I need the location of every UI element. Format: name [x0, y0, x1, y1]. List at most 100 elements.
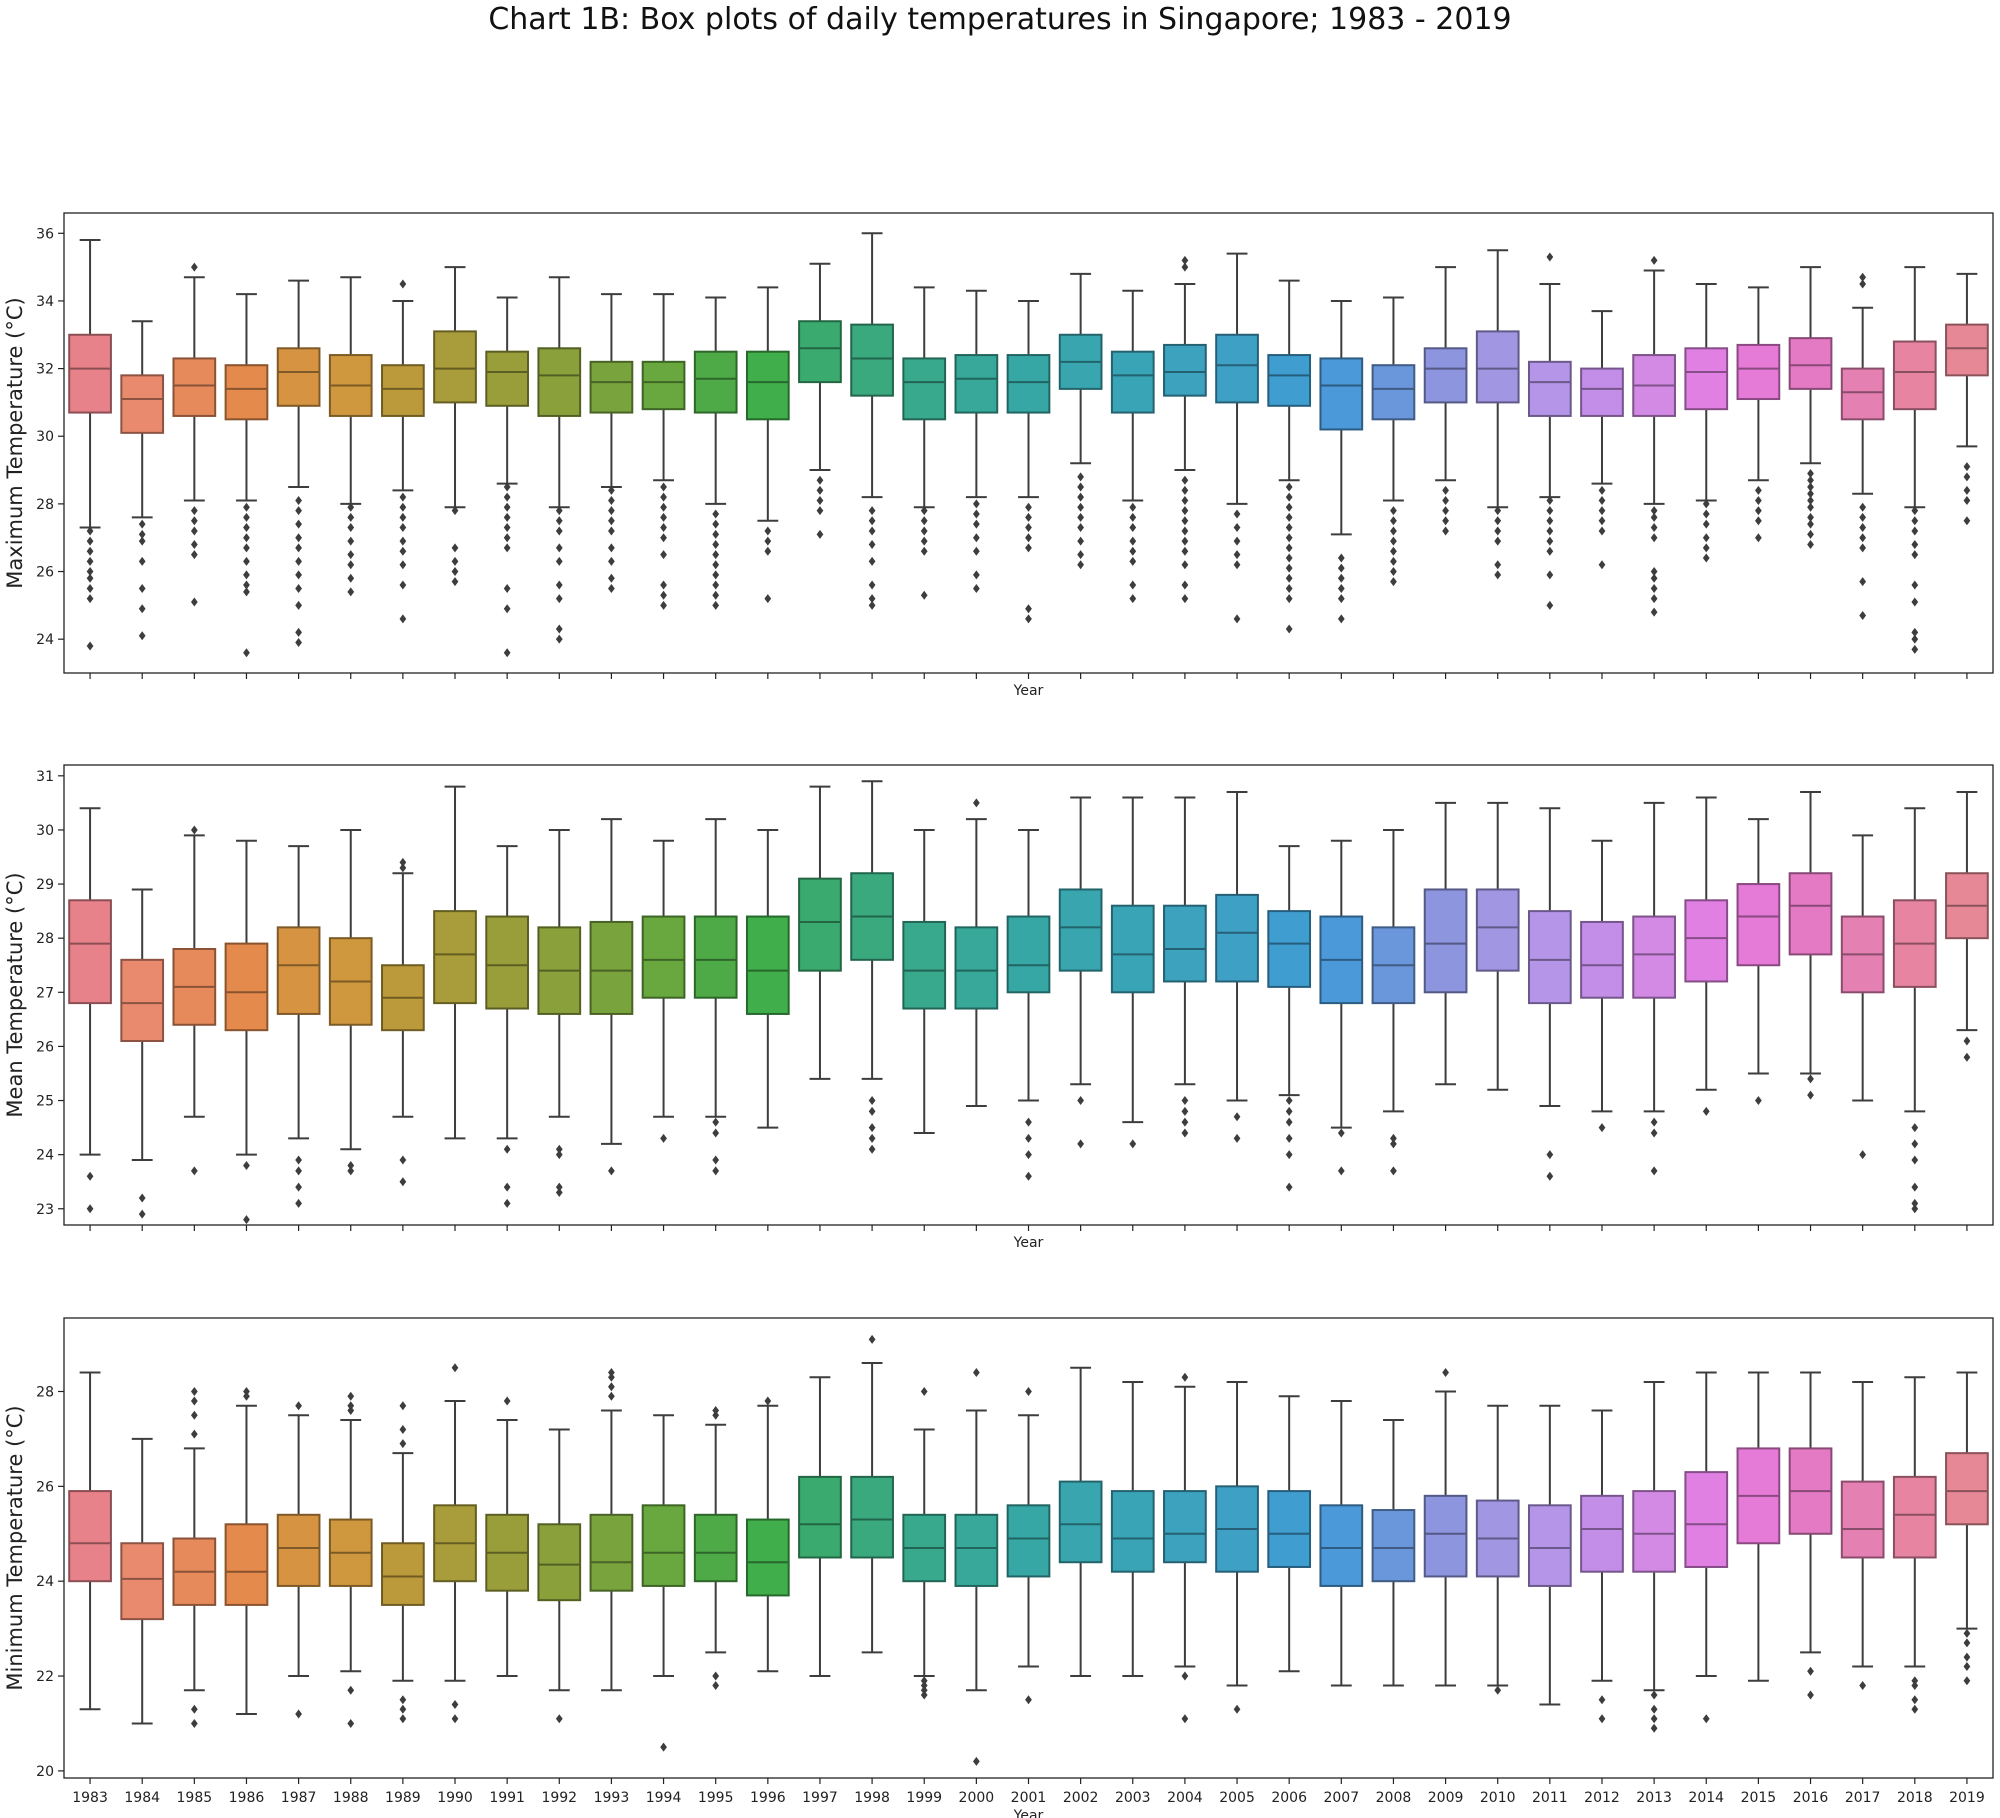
box-iqr [433, 910, 477, 1005]
box-1993 [589, 818, 634, 1176]
box-2007 [1319, 1399, 1364, 1687]
outlier-point [1807, 489, 1814, 499]
outlier-point [712, 550, 720, 560]
outlier-point [295, 519, 302, 529]
outlier-point [920, 590, 928, 600]
outlier-point [1077, 523, 1085, 533]
outlier-point [1650, 594, 1658, 604]
outlier-point [972, 583, 980, 593]
outlier-point [138, 631, 146, 641]
outlier-point [1755, 496, 1762, 505]
outlier-point [1807, 496, 1814, 505]
outlier-point [868, 1096, 876, 1106]
outlier-point [816, 529, 824, 539]
outlier-point [190, 1410, 198, 1420]
outlier-point [503, 512, 511, 522]
outlier-point [295, 496, 302, 505]
outlier-point [1911, 526, 1919, 536]
outlier-point [1546, 536, 1554, 546]
outlier-point [608, 516, 615, 526]
outlier-point [1911, 1198, 1919, 1208]
outlier-point [243, 523, 250, 533]
x-tick-label: 1999 [906, 1790, 942, 1806]
outlier-point [295, 570, 302, 580]
outlier-point [868, 1144, 876, 1154]
outlier-point [868, 516, 876, 526]
outlier-point [920, 526, 928, 536]
box-iqr [276, 926, 321, 1015]
outlier-point [1702, 1714, 1710, 1724]
outlier-point [1859, 512, 1867, 522]
outlier-point [451, 1714, 459, 1724]
box-1984 [120, 320, 165, 641]
box-iqr [537, 1523, 582, 1602]
outlier-point [1285, 1106, 1293, 1116]
outlier-point [1442, 506, 1449, 516]
chart-title: Chart 1B: Box plots of daily temperature… [488, 2, 1512, 37]
outlier-point [86, 556, 94, 566]
outlier-point [1807, 1690, 1814, 1700]
x-tick-label: 2018 [1897, 1790, 1933, 1806]
outlier-point [1494, 506, 1502, 516]
box-2013 [1632, 1381, 1676, 1733]
outlier-point [660, 1742, 667, 1752]
outlier-point [399, 1714, 407, 1724]
box-iqr [1006, 354, 1051, 414]
outlier-point [1911, 597, 1919, 607]
outlier-point [868, 594, 876, 604]
box-2004 [1163, 1372, 1207, 1724]
outlier-point [347, 1401, 355, 1411]
box-1983 [68, 1371, 112, 1711]
outlier-point [972, 519, 980, 529]
outlier-point [1233, 550, 1241, 560]
outlier-point [920, 1681, 928, 1691]
outlier-point [503, 1144, 511, 1154]
x-tick-label: 2010 [1480, 1790, 1516, 1806]
outlier-point [764, 594, 772, 604]
box-iqr [224, 1523, 269, 1606]
outlier-point [138, 519, 146, 529]
outlier-point [1911, 506, 1919, 516]
outlier-point [712, 580, 720, 590]
outlier-point [555, 1188, 563, 1198]
box-iqr [954, 926, 999, 1010]
outlier-point [764, 1396, 772, 1406]
outlier-point [1025, 1133, 1032, 1143]
outlier-point [347, 512, 355, 522]
outlier-point [1650, 583, 1658, 593]
outlier-point [920, 1676, 928, 1686]
outlier-point [86, 594, 94, 604]
box-iqr [68, 1490, 112, 1583]
outlier-point [503, 523, 511, 533]
outlier-point [712, 560, 720, 570]
outlier-point [712, 1681, 720, 1691]
outlier-point [555, 1182, 563, 1192]
box-iqr [276, 1513, 321, 1587]
outlier-point [295, 1166, 302, 1176]
outlier-point [555, 526, 563, 536]
outlier-point [1807, 1666, 1814, 1676]
outlier-point [86, 573, 94, 583]
outlier-point [451, 567, 459, 577]
outlier-point [295, 543, 302, 553]
x-tick-label: 1998 [854, 1790, 890, 1806]
box-iqr [1580, 1494, 1624, 1573]
outlier-point [1442, 516, 1449, 526]
outlier-point [1077, 502, 1085, 512]
outlier-point [1911, 1182, 1919, 1192]
box-iqr [1371, 1509, 1416, 1583]
box-iqr [433, 330, 477, 404]
outlier-point [347, 1391, 355, 1401]
box-iqr [1632, 1490, 1676, 1573]
box-1988 [328, 1391, 373, 1728]
outlier-point [1233, 1133, 1241, 1143]
box-iqr [1475, 330, 1520, 404]
box-1989 [381, 857, 425, 1187]
box-iqr [1267, 910, 1312, 988]
outlier-point [1911, 634, 1919, 644]
outlier-point [660, 600, 667, 610]
outlier-point [1598, 560, 1606, 570]
outlier-point [1181, 255, 1189, 265]
box-iqr [1423, 1494, 1468, 1578]
x-tick-label: 1992 [541, 1790, 577, 1806]
